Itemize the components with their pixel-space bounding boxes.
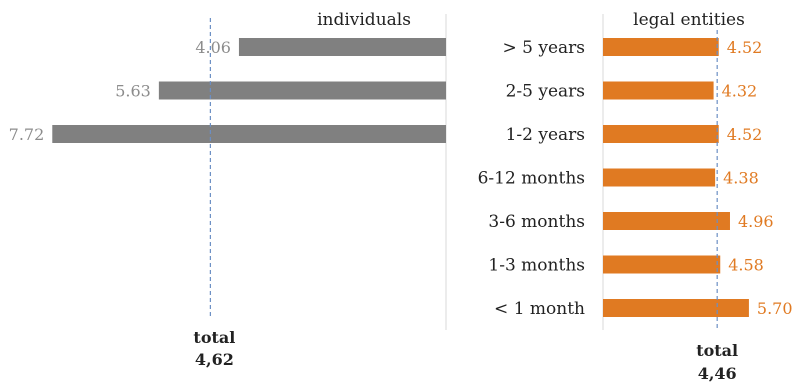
individuals-title: individuals: [317, 10, 411, 30]
category-label-1-2-years: 1-2 years: [506, 125, 585, 145]
individuals-value-label-1-2-years: 7.72: [9, 125, 45, 144]
legal-entities-value-label-1-3-months: 4.58: [728, 256, 764, 275]
legal-entities-value-label-2-5-years: 4.32: [722, 82, 758, 101]
legal-entities-bar-2-5-years: [603, 81, 714, 100]
legal-entities-value-label-1-2-years: 4.52: [727, 125, 763, 144]
individuals-total-value: 4,62: [195, 350, 234, 369]
legal-entities-bar-5-years: [603, 38, 719, 56]
legal-entities-bar-1-2-years: [603, 125, 719, 143]
individuals-total-label: total: [193, 328, 235, 347]
individuals-bar-5-years: [238, 38, 446, 56]
legal-entities-total-label: total: [696, 341, 738, 360]
individuals-value-label-5-years: 4.06: [195, 38, 231, 57]
legal-entities-value-label-1-month: 5.70: [757, 299, 793, 318]
legal-entities-value-label-5-years: 4.52: [727, 38, 763, 57]
individuals-bar-1-2-years: [52, 125, 446, 143]
category-label-5-years: > 5 years: [502, 38, 585, 58]
category-label-1-month: < 1 month: [494, 299, 585, 319]
category-label-2-5-years: 2-5 years: [506, 82, 585, 102]
legal-entities-title: legal entities: [633, 10, 745, 30]
legal-entities-value-label-6-12-months: 4.38: [723, 169, 759, 188]
category-label-3-6-months: 3-6 months: [488, 212, 585, 232]
legal-entities-total-value: 4,46: [698, 364, 737, 383]
legal-entities-bar-1-month: [603, 299, 749, 317]
legal-entities-bar-3-6-months: [603, 212, 730, 230]
individuals-bar-2-5-years: [158, 81, 446, 100]
legal-entities-value-label-3-6-months: 4.96: [738, 212, 774, 231]
legal-entities-bar-6-12-months: [603, 168, 716, 187]
category-label-1-3-months: 1-3 months: [488, 256, 585, 276]
individuals-value-label-2-5-years: 5.63: [115, 82, 151, 101]
legal-entities-bar-1-3-months: [603, 255, 721, 274]
category-label-6-12-months: 6-12 months: [478, 169, 585, 189]
